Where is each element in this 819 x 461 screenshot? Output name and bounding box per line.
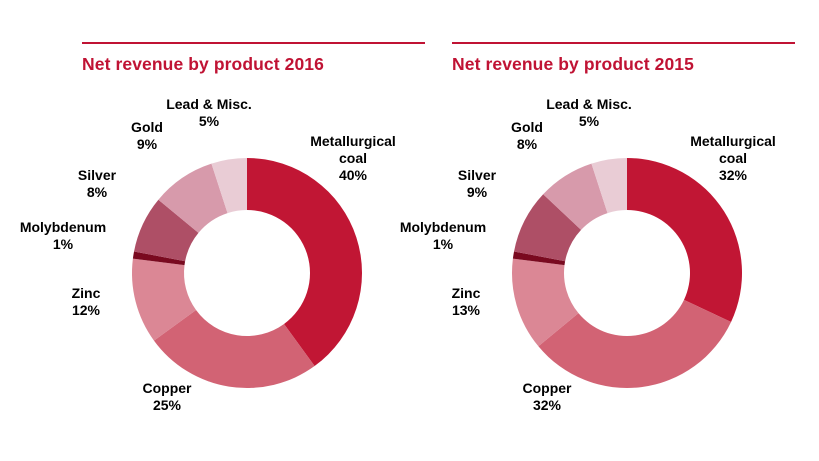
- slice-label-gold: Gold 8%: [511, 119, 543, 153]
- slice-percentage: 13%: [451, 302, 481, 318]
- slice-percentage: 32%: [532, 397, 562, 413]
- slice-label-metallurgical-coal: Metallurgical coal 40%: [297, 133, 409, 184]
- slice-zinc: [132, 258, 197, 341]
- slice-name: Zinc: [451, 285, 481, 301]
- slice-percentage: 32%: [718, 167, 748, 183]
- slice-label-molybdenum: Molybdenum 1%: [378, 219, 508, 253]
- slice-name: Copper: [142, 380, 192, 396]
- slice-copper: [538, 299, 732, 389]
- chart-block-2015: Net revenue by product 2015 Metallurgica…: [400, 42, 795, 452]
- slice-label-metallurgical-coal: Metallurgical coal 32%: [677, 133, 789, 184]
- slice-name: Metallurgical coal: [690, 133, 776, 166]
- slice-percentage: 1%: [52, 236, 74, 252]
- slice-percentage: 9%: [136, 136, 158, 152]
- slice-gold: [543, 163, 608, 230]
- slice-silver: [514, 194, 582, 262]
- slice-name: Silver: [457, 167, 497, 183]
- title-rule: [452, 42, 795, 44]
- slice-percentage: 25%: [152, 397, 182, 413]
- slice-molybdenum: [132, 251, 186, 266]
- slice-percentage: 5%: [198, 113, 220, 129]
- chart-title-text: Net revenue by product: [452, 54, 650, 74]
- slice-name: Gold: [131, 119, 163, 135]
- slice-percentage: 1%: [432, 236, 454, 252]
- slice-name: Gold: [511, 119, 543, 135]
- slice-name: Copper: [522, 380, 572, 396]
- slice-molybdenum: [512, 251, 566, 266]
- donut-chart-2016: [132, 158, 363, 389]
- slice-lead-misc: [591, 158, 627, 214]
- slice-label-copper: Copper 25%: [143, 380, 192, 414]
- slice-label-molybdenum: Molybdenum 1%: [0, 219, 128, 253]
- slice-copper: [153, 310, 315, 389]
- slice-label-zinc: Zinc 12%: [72, 285, 101, 319]
- slice-label-copper: Copper 32%: [523, 380, 572, 414]
- slice-label-gold: Gold 9%: [131, 119, 163, 153]
- slice-label-silver: Silver 8%: [78, 167, 116, 201]
- slice-metallurgical-coal: [247, 158, 363, 367]
- slice-percentage: 8%: [516, 136, 538, 152]
- slice-name: Zinc: [71, 285, 101, 301]
- slice-zinc: [512, 258, 579, 347]
- slice-metallurgical-coal: [627, 158, 743, 322]
- slice-percentage: 9%: [466, 184, 488, 200]
- slice-name: Lead & Misc.: [546, 96, 632, 112]
- slice-label-lead-misc: Lead & Misc. 5%: [519, 96, 659, 130]
- chart-title-year: 2016: [284, 54, 324, 74]
- slice-percentage: 8%: [86, 184, 108, 200]
- chart-title-year: 2015: [654, 54, 694, 74]
- slice-name: Metallurgical coal: [310, 133, 396, 166]
- chart-title: Net revenue by product 2016: [82, 54, 324, 75]
- slice-label-lead-misc: Lead & Misc. 5%: [139, 96, 279, 130]
- slice-name: Molybdenum: [399, 219, 487, 235]
- slice-gold: [158, 163, 228, 233]
- title-rule: [82, 42, 425, 44]
- slice-silver: [134, 199, 199, 262]
- slice-name: Silver: [77, 167, 117, 183]
- slice-label-silver: Silver 9%: [458, 167, 496, 201]
- slice-label-zinc: Zinc 13%: [452, 285, 481, 319]
- slice-lead-misc: [211, 158, 247, 214]
- chart-block-2016: Net revenue by product 2016 Metallurgica…: [20, 42, 425, 452]
- chart-title-text: Net revenue by product: [82, 54, 280, 74]
- slice-name: Molybdenum: [19, 219, 107, 235]
- slice-name: Lead & Misc.: [166, 96, 252, 112]
- chart-title: Net revenue by product 2015: [452, 54, 694, 75]
- slice-percentage: 5%: [578, 113, 600, 129]
- donut-chart-2015: [512, 158, 743, 389]
- slice-percentage: 12%: [71, 302, 101, 318]
- slice-percentage: 40%: [338, 167, 368, 183]
